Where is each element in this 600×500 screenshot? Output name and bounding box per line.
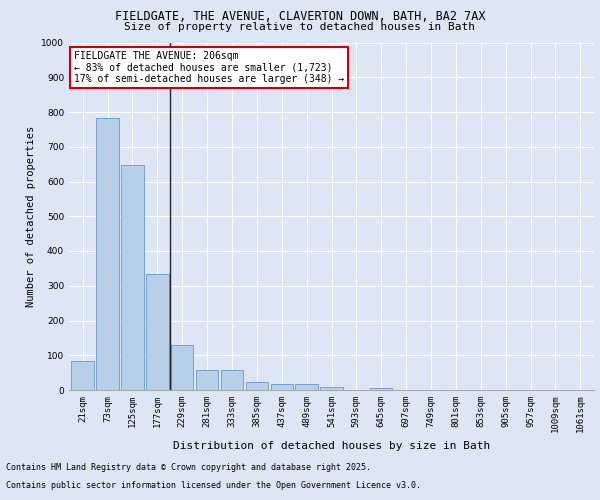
Text: FIELDGATE THE AVENUE: 206sqm
← 83% of detached houses are smaller (1,723)
17% of: FIELDGATE THE AVENUE: 206sqm ← 83% of de… <box>74 51 344 84</box>
Bar <box>171 345 193 390</box>
Bar <box>71 361 94 390</box>
Bar <box>121 165 143 390</box>
Bar <box>245 382 268 390</box>
X-axis label: Distribution of detached houses by size in Bath: Distribution of detached houses by size … <box>173 441 490 451</box>
Bar <box>146 274 169 390</box>
Bar <box>271 384 293 390</box>
Text: Contains HM Land Registry data © Crown copyright and database right 2025.: Contains HM Land Registry data © Crown c… <box>6 464 371 472</box>
Text: FIELDGATE, THE AVENUE, CLAVERTON DOWN, BATH, BA2 7AX: FIELDGATE, THE AVENUE, CLAVERTON DOWN, B… <box>115 10 485 23</box>
Bar <box>97 118 119 390</box>
Bar <box>221 370 243 390</box>
Bar <box>196 370 218 390</box>
Text: Size of property relative to detached houses in Bath: Size of property relative to detached ho… <box>125 22 476 32</box>
Y-axis label: Number of detached properties: Number of detached properties <box>26 126 35 307</box>
Bar <box>370 388 392 390</box>
Bar <box>320 387 343 390</box>
Text: Contains public sector information licensed under the Open Government Licence v3: Contains public sector information licen… <box>6 481 421 490</box>
Bar <box>295 384 318 390</box>
